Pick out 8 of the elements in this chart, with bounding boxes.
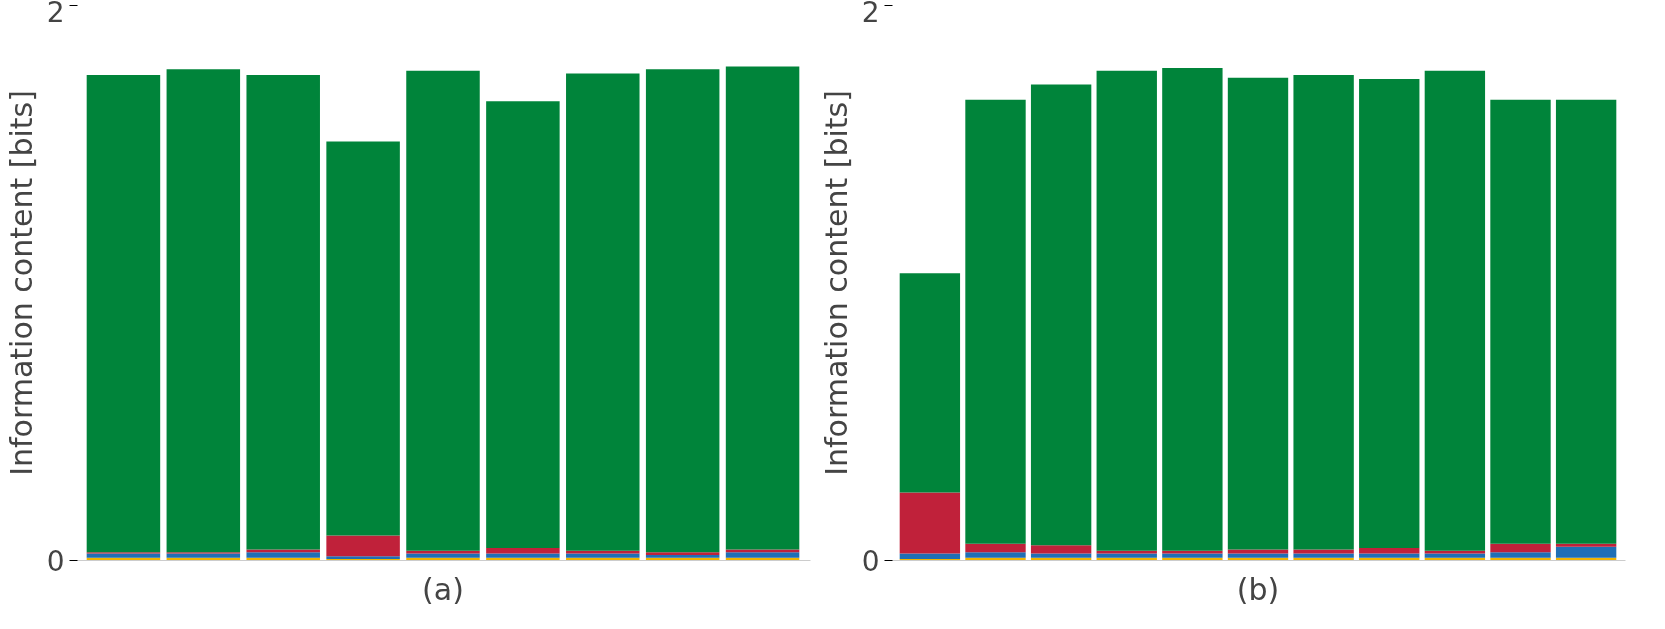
- y-axis-title: Information content [bits]: [818, 90, 854, 476]
- y-tick-label: 2: [861, 0, 880, 29]
- y-axis-title: Information content [bits]: [3, 90, 39, 476]
- y-tick-label: 0: [46, 545, 65, 578]
- x-axis-title: (a): [422, 571, 464, 607]
- y-tick-label: 0: [861, 545, 880, 578]
- x-axis-title: (b): [1236, 571, 1280, 607]
- y-tick-label: 2: [46, 0, 65, 29]
